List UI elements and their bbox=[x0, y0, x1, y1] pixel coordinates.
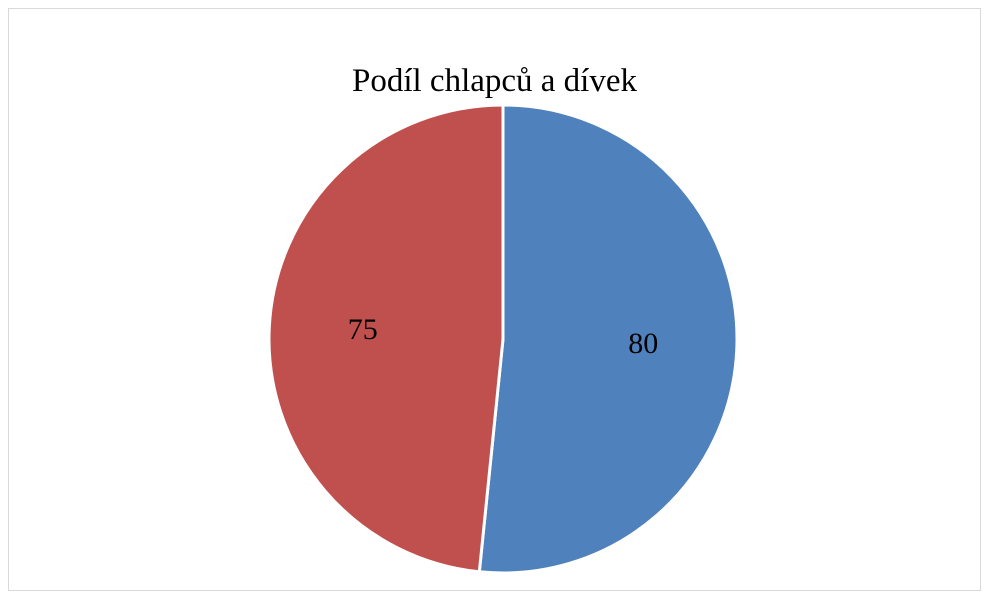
chart-frame: Podíl chlapců a dívek 80 75 bbox=[8, 8, 981, 591]
pie-labels: 80 75 bbox=[348, 313, 658, 360]
pie-slice-1 bbox=[477, 103, 739, 575]
pie-slice-label-1: 80 bbox=[628, 327, 658, 360]
pie-slice-2 bbox=[267, 103, 505, 574]
pie-chart: 80 75 bbox=[267, 103, 739, 575]
pie-slice-label-2: 75 bbox=[348, 313, 378, 346]
pie-slices bbox=[267, 103, 739, 575]
chart-title: Podíl chlapců a dívek bbox=[351, 63, 637, 99]
